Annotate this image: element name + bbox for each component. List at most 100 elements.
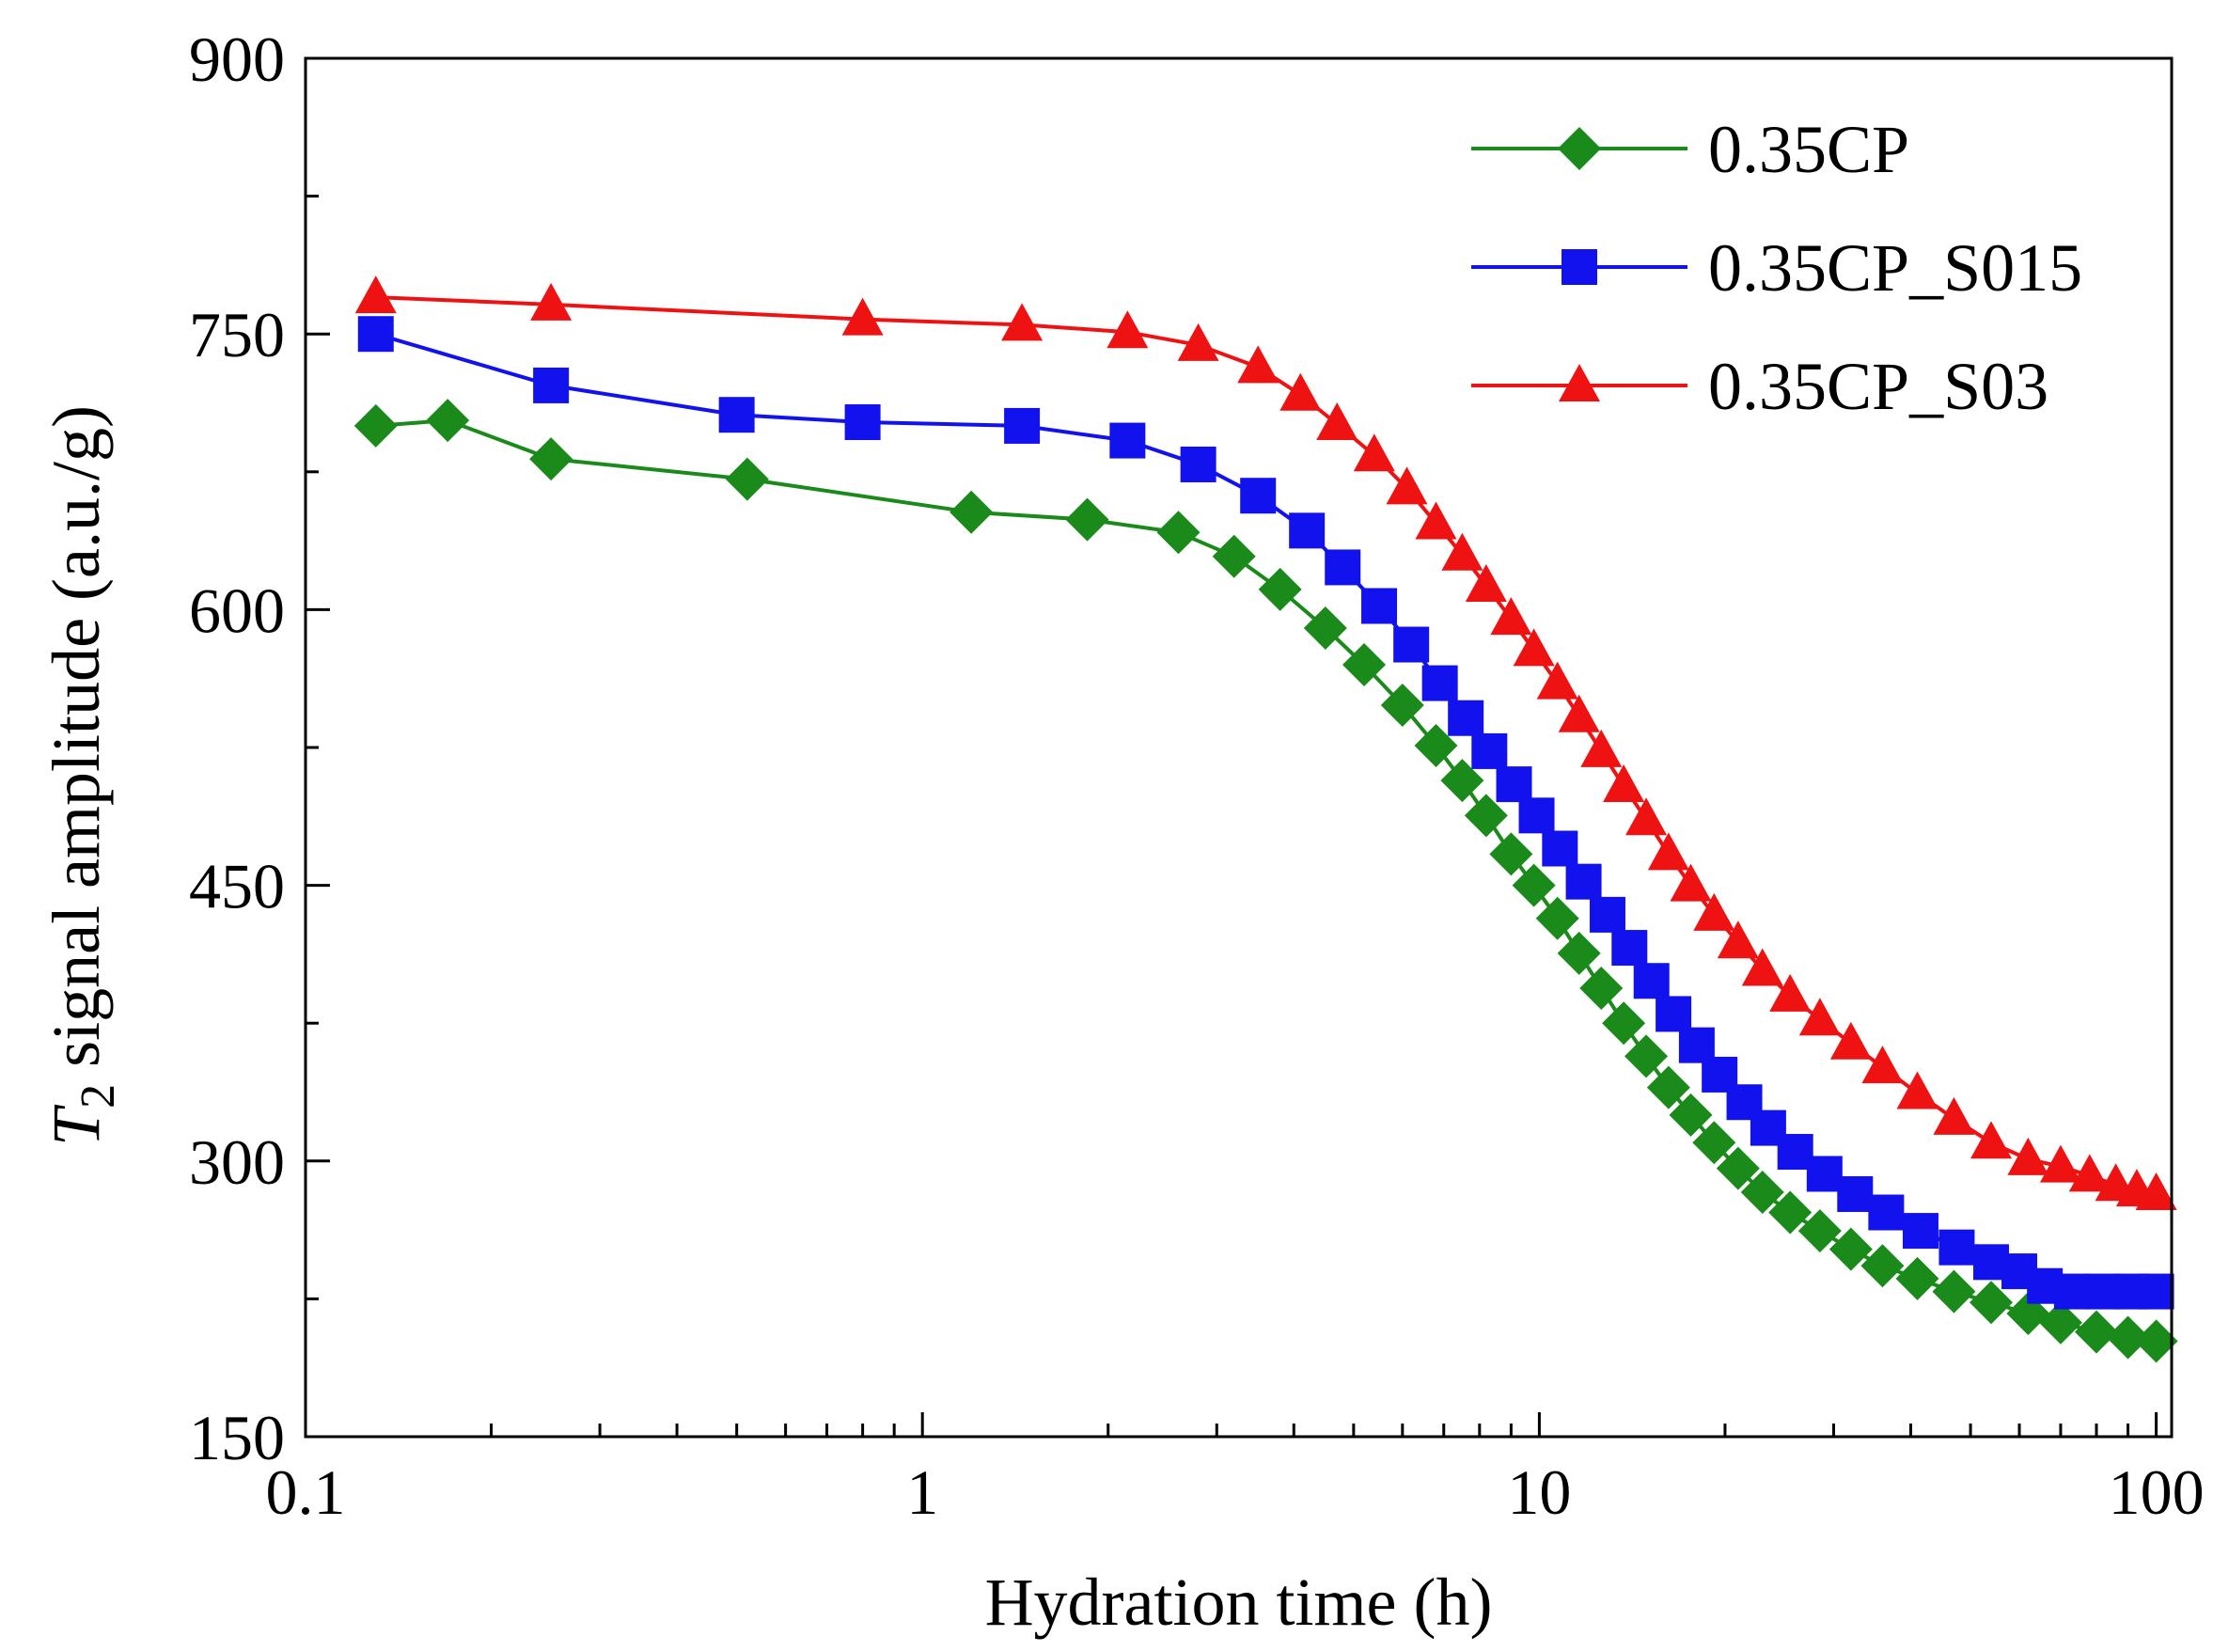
data-point: [1004, 407, 1041, 444]
y-tick-label: 150: [189, 1402, 285, 1473]
data-point: [357, 316, 394, 353]
series-0.35CP: [353, 399, 2178, 1363]
legend-item: 0.35CP_S03: [1471, 349, 2048, 424]
data-point: [353, 403, 398, 448]
data-point: [1353, 433, 1395, 472]
data-point: [1670, 863, 1712, 902]
data-point: [2138, 1273, 2174, 1310]
data-point: [1212, 534, 1256, 578]
data-point: [1741, 948, 1783, 986]
series-0.35CP_S03: [354, 275, 2177, 1210]
data-point: [2106, 1315, 2150, 1360]
data-point: [1837, 1175, 1874, 1212]
series-0.35CP_S015: [357, 316, 2174, 1310]
data-point: [1933, 1096, 1975, 1135]
x-tick-label: 10: [1507, 1456, 1571, 1528]
data-point: [1518, 797, 1555, 834]
data-point: [1316, 401, 1358, 440]
data-point: [1489, 832, 1533, 876]
y-tick-label: 450: [189, 851, 285, 922]
y-tick-label: 900: [189, 24, 285, 95]
data-point: [1717, 920, 1759, 959]
data-point: [1303, 606, 1347, 650]
data-point: [1361, 588, 1398, 624]
data-point: [1938, 1229, 1975, 1266]
legend-marker: [1558, 127, 1601, 170]
data-point: [1421, 665, 1458, 701]
legend-label: 0.35CP_S015: [1708, 230, 2082, 306]
data-point: [1970, 1121, 2012, 1159]
series-layer: [353, 275, 2178, 1363]
x-axis-title: Hydration time (h): [985, 1565, 1493, 1640]
data-point: [1740, 1171, 1784, 1215]
x-tick-label: 0.1: [266, 1456, 346, 1528]
data-point: [2039, 1144, 2081, 1183]
data-point: [1535, 896, 1579, 940]
data-point: [2134, 1319, 2178, 1363]
data-point: [1829, 1021, 1872, 1060]
data-point: [1512, 863, 1556, 907]
x-tick-label: 1: [906, 1456, 938, 1528]
legend-item: 0.35CP: [1471, 112, 1909, 187]
data-point: [950, 490, 994, 534]
data-point: [1415, 501, 1457, 540]
data-point: [2135, 1172, 2177, 1210]
data-point: [1380, 684, 1424, 728]
data-point: [1798, 998, 1841, 1036]
data-point: [1625, 797, 1668, 836]
data-point: [354, 275, 397, 314]
y-axis-title-symbol: T: [39, 1104, 114, 1146]
legend: 0.35CP 0.35CP_S015 0.35CP_S03: [1471, 112, 2082, 424]
data-point: [1106, 310, 1149, 349]
data-point: [1542, 830, 1578, 867]
data-point: [2075, 1310, 2119, 1354]
data-point: [1768, 1190, 1813, 1235]
legend-label: 0.35CP: [1708, 112, 1909, 187]
data-point: [1180, 446, 1216, 482]
data-point: [426, 399, 470, 443]
data-point: [1902, 1213, 1938, 1250]
data-point: [1558, 694, 1600, 732]
data-point: [1656, 996, 1692, 1032]
data-point: [1579, 967, 1624, 1011]
data-point: [1557, 931, 1601, 975]
data-point: [1769, 973, 1812, 1012]
data-point: [1868, 1194, 1905, 1231]
data-point: [1646, 1065, 1690, 1109]
data-point: [1692, 1121, 1736, 1165]
data-point: [2053, 1273, 2090, 1310]
data-point: [1237, 345, 1279, 384]
data-point: [2007, 1137, 2049, 1175]
data-point: [1565, 863, 1602, 900]
data-point: [1496, 766, 1532, 803]
data-point: [1065, 497, 1109, 542]
y-axis-title-subscript: 2: [71, 1084, 125, 1109]
data-point: [1797, 1209, 1842, 1253]
data-point: [2038, 1300, 2082, 1345]
data-point: [1861, 1046, 1904, 1084]
data-point: [1440, 759, 1484, 803]
data-point: [1240, 478, 1277, 514]
data-point: [1624, 1034, 1669, 1078]
data-point: [1693, 892, 1735, 931]
y-tick-label: 750: [189, 299, 285, 370]
data-point: [841, 297, 884, 336]
data-point: [1441, 532, 1483, 571]
data-point: [1414, 724, 1458, 768]
data-point: [1258, 567, 1302, 611]
y-axis-title-text: signal amplitude (a.u./g): [39, 405, 114, 1084]
data-point: [1828, 1227, 1873, 1271]
data-point: [1001, 303, 1044, 341]
data-point: [1393, 626, 1430, 663]
data-point: [1490, 597, 1532, 636]
data-point: [530, 282, 573, 321]
data-point: [1669, 1093, 1713, 1137]
x-tick-label: 100: [2109, 1456, 2205, 1528]
data-point: [1580, 729, 1623, 767]
data-point: [718, 397, 755, 433]
data-point: [1932, 1269, 1976, 1314]
data-point: [1536, 661, 1578, 700]
data-point: [1896, 1071, 1938, 1109]
